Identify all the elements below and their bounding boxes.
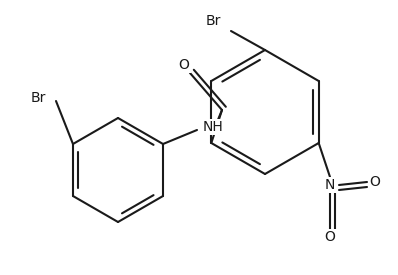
Text: N: N	[325, 178, 335, 192]
Text: O: O	[370, 175, 380, 189]
Text: Br: Br	[205, 14, 220, 28]
Text: NH: NH	[203, 120, 224, 134]
Text: O: O	[324, 230, 336, 244]
Text: Br: Br	[30, 91, 46, 105]
Text: O: O	[179, 58, 189, 72]
